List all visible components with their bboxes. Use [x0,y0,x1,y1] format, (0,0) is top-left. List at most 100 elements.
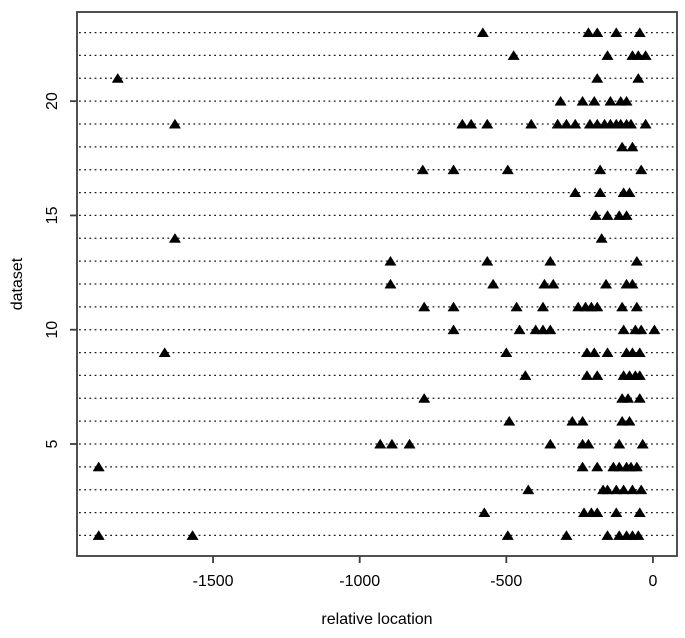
x-tick-label: -1500 [193,573,234,590]
data-point [633,370,646,380]
data-point [617,324,630,335]
data-point [576,461,589,472]
data-point [588,96,601,106]
data-point [569,187,582,198]
data-point [584,118,596,129]
data-point [481,118,494,129]
data-point [623,416,636,426]
data-point [630,301,643,312]
data-point [418,393,431,403]
data-point [622,393,634,403]
data-point [601,530,614,540]
data-point [601,484,614,495]
data-point [418,301,431,312]
data-point [560,118,573,129]
data-point [594,187,607,198]
data-point [501,530,514,540]
data-point [522,484,535,495]
data-point [578,507,590,518]
data-point [501,164,514,175]
data-point [581,347,593,358]
x-tick-label: 0 [648,573,657,590]
data-point [456,118,469,129]
data-point [601,210,614,220]
data-point [613,438,626,449]
data-point [610,484,623,495]
data-point [623,187,636,198]
data-point [626,278,639,289]
data-point [529,324,542,335]
data-point [633,393,646,403]
data-point [478,507,491,518]
data-point [576,96,589,106]
data-point [630,461,643,472]
data-point [537,301,549,312]
x-axis-title: relative location [321,611,432,628]
x-tick-label: -1000 [339,573,380,590]
x-tick-label: -500 [490,573,522,590]
data-point [158,347,171,358]
data-point [581,370,593,380]
data-point [544,256,557,266]
data-point [639,50,652,60]
data-point [613,210,626,220]
data-point [547,278,560,289]
data-point [544,438,557,449]
data-point [384,278,397,289]
data-point [636,438,649,449]
data-point [591,461,604,472]
data-point [626,347,639,358]
data-point [625,118,637,129]
data-point [613,461,626,472]
data-point [569,118,582,129]
data-point [447,164,460,175]
data-point [616,416,629,426]
data-point [591,27,604,38]
data-point [632,530,645,540]
data-point [601,50,614,60]
data-point [554,96,567,106]
data-point [633,507,646,518]
data-point [544,324,557,335]
data-point [633,27,646,38]
y-axis-title: dataset [9,257,26,310]
data-point [384,256,397,266]
data-point [589,210,602,220]
data-point [610,27,623,38]
data-point [447,301,460,312]
data-point [416,164,429,175]
data-point [538,278,551,289]
data-point [591,118,604,129]
data-point [635,484,648,495]
data-point [616,141,629,152]
data-point [591,73,604,83]
data-point [477,27,489,38]
data-point [169,233,181,243]
data-point [572,301,585,312]
data-point [635,324,648,335]
y-tick-label: 5 [44,439,61,448]
data-point [551,118,564,129]
data-point [626,141,639,152]
data-point [510,301,523,312]
data-point [507,50,520,60]
data-point [620,210,633,220]
data-point [632,73,645,83]
data-point [481,256,494,266]
data-point [601,347,614,358]
data-point [386,438,398,449]
data-point [626,484,639,495]
data-point [560,530,573,540]
data-point [500,347,513,358]
data-point [591,507,604,518]
data-point [600,278,612,289]
data-point [92,461,105,472]
data-point [594,164,607,175]
data-point [374,438,387,449]
data-point [566,416,579,426]
data-point [186,530,199,540]
data-point [639,118,652,129]
data-point [591,301,604,312]
